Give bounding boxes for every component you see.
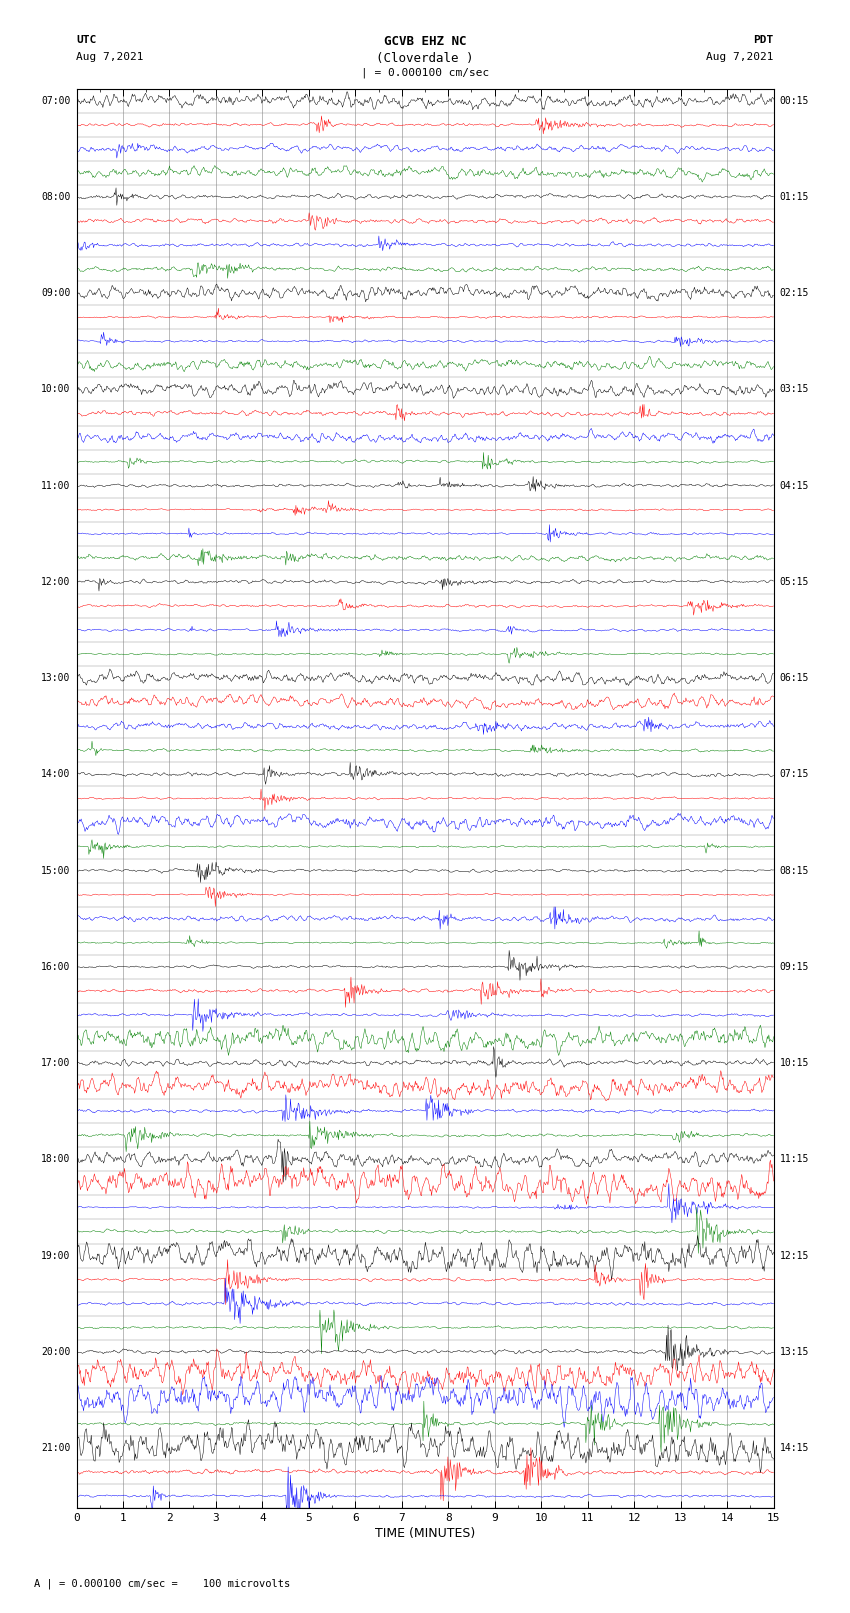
Text: A | = 0.000100 cm/sec =    100 microvolts: A | = 0.000100 cm/sec = 100 microvolts	[34, 1578, 290, 1589]
Text: 11:00: 11:00	[41, 481, 71, 490]
X-axis label: TIME (MINUTES): TIME (MINUTES)	[375, 1528, 475, 1540]
Text: 17:00: 17:00	[41, 1058, 71, 1068]
Text: 20:00: 20:00	[41, 1347, 71, 1357]
Text: 07:15: 07:15	[779, 769, 809, 779]
Text: 08:15: 08:15	[779, 866, 809, 876]
Text: 06:15: 06:15	[779, 673, 809, 684]
Text: 19:00: 19:00	[41, 1250, 71, 1260]
Text: 10:00: 10:00	[41, 384, 71, 395]
Text: | = 0.000100 cm/sec: | = 0.000100 cm/sec	[361, 68, 489, 79]
Text: 12:15: 12:15	[779, 1250, 809, 1260]
Text: 16:00: 16:00	[41, 961, 71, 973]
Text: 09:00: 09:00	[41, 289, 71, 298]
Text: 03:15: 03:15	[779, 384, 809, 395]
Text: 10:15: 10:15	[779, 1058, 809, 1068]
Text: 04:15: 04:15	[779, 481, 809, 490]
Text: 13:00: 13:00	[41, 673, 71, 684]
Text: 12:00: 12:00	[41, 577, 71, 587]
Text: 11:15: 11:15	[779, 1155, 809, 1165]
Text: 08:00: 08:00	[41, 192, 71, 202]
Text: 00:15: 00:15	[779, 95, 809, 106]
Text: 01:15: 01:15	[779, 192, 809, 202]
Text: 13:15: 13:15	[779, 1347, 809, 1357]
Text: 02:15: 02:15	[779, 289, 809, 298]
Text: Aug 7,2021: Aug 7,2021	[76, 52, 144, 61]
Text: 07:00: 07:00	[41, 95, 71, 106]
Text: 18:00: 18:00	[41, 1155, 71, 1165]
Text: GCVB EHZ NC: GCVB EHZ NC	[383, 35, 467, 48]
Text: (Cloverdale ): (Cloverdale )	[377, 52, 473, 65]
Text: 05:15: 05:15	[779, 577, 809, 587]
Text: 09:15: 09:15	[779, 961, 809, 973]
Text: Aug 7,2021: Aug 7,2021	[706, 52, 774, 61]
Text: 14:15: 14:15	[779, 1444, 809, 1453]
Text: 15:00: 15:00	[41, 866, 71, 876]
Text: 14:00: 14:00	[41, 769, 71, 779]
Text: 21:00: 21:00	[41, 1444, 71, 1453]
Text: PDT: PDT	[753, 35, 774, 45]
Text: UTC: UTC	[76, 35, 97, 45]
